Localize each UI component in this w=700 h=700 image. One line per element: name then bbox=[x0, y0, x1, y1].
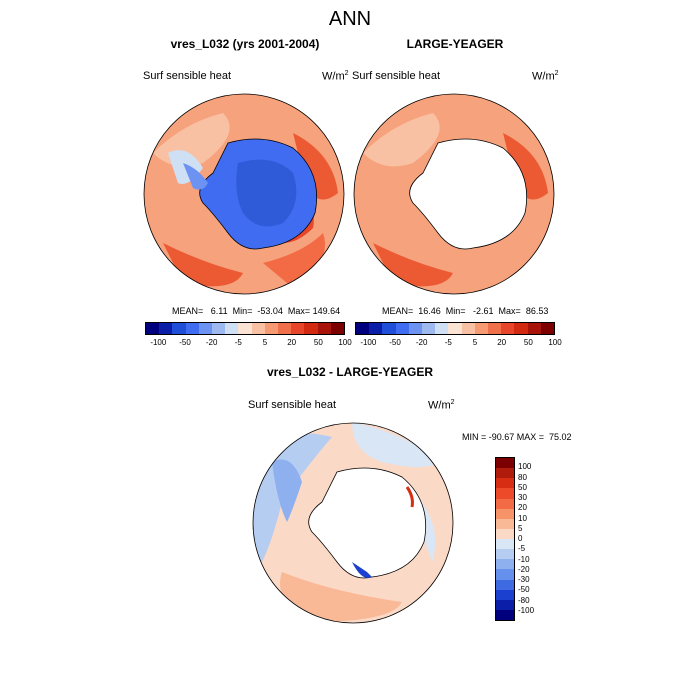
colorbar-tick-label: 50 bbox=[523, 338, 533, 347]
stats-diff: MIN = -90.67 MAX = 75.02 bbox=[462, 432, 572, 442]
colorbar-tick-label: -20 bbox=[205, 338, 218, 347]
colorbar-swatch bbox=[496, 528, 514, 539]
colorbar-tick-label: -100 bbox=[150, 338, 167, 347]
colorbar-right-labels: -100 -50 -20 -5 5 20 50 100 bbox=[355, 338, 561, 350]
colorbar-right bbox=[355, 322, 555, 335]
colorbar-swatch bbox=[540, 323, 555, 334]
colorbar-tick-label: -100 bbox=[360, 338, 377, 347]
map-right bbox=[353, 93, 555, 295]
colorbar-tick-label: 5 bbox=[472, 338, 478, 347]
map-diff bbox=[252, 422, 454, 624]
colorbar-tick-label: -20 bbox=[415, 338, 428, 347]
colorbar-swatch bbox=[496, 508, 514, 519]
colorbar-swatch bbox=[496, 599, 514, 610]
colorbar-swatch bbox=[382, 323, 396, 334]
colorbar-tick-label: 100 bbox=[548, 338, 562, 347]
colorbar-swatch bbox=[496, 549, 514, 560]
colorbar-swatch bbox=[304, 323, 318, 334]
colorbar-swatch bbox=[317, 323, 331, 334]
panel-title-diff: vres_L032 - LARGE-YEAGER bbox=[266, 365, 434, 379]
panel-title-right: LARGE-YEAGER bbox=[406, 37, 504, 51]
colorbar-diff-labels: 100 80 50 30 20 10 5 0 -5 -10 -20 -30 -50 -80 -100 bbox=[518, 457, 548, 619]
stats-right: MEAN= 16.46 Min= -2.61 Max= 86.53 bbox=[382, 306, 549, 316]
colorbar-swatch bbox=[496, 559, 514, 570]
colorbar-tick-label: 50 bbox=[518, 482, 527, 492]
colorbar-swatch bbox=[461, 323, 475, 334]
colorbar-swatch bbox=[408, 323, 423, 334]
colorbar-tick-label: 10 bbox=[518, 513, 527, 523]
colorbar-swatch bbox=[185, 323, 199, 334]
colorbar-swatch bbox=[496, 458, 514, 469]
variable-label-right: Surf sensible heat bbox=[352, 70, 441, 82]
colorbar-swatch bbox=[291, 323, 305, 334]
colorbar-swatch bbox=[146, 323, 160, 334]
colorbar-left-labels: -100 -50 -20 -5 5 20 50 100 bbox=[145, 338, 351, 350]
colorbar-tick-label: -100 bbox=[518, 605, 535, 615]
colorbar-tick-label: 30 bbox=[518, 493, 527, 502]
colorbar-swatch bbox=[435, 323, 449, 334]
colorbar-diff bbox=[495, 457, 515, 621]
colorbar-tick-label: 0 bbox=[518, 534, 523, 543]
colorbar-swatch bbox=[356, 323, 370, 334]
colorbar-swatch bbox=[496, 539, 514, 550]
colorbar-swatch bbox=[496, 589, 514, 600]
colorbar-swatch bbox=[395, 323, 409, 334]
colorbar-tick-label: -50 bbox=[518, 585, 530, 595]
colorbar-swatch bbox=[225, 323, 239, 334]
colorbar-swatch bbox=[212, 323, 226, 334]
colorbar-swatch bbox=[496, 488, 514, 499]
colorbar-swatch bbox=[264, 323, 279, 334]
colorbar-swatch bbox=[496, 579, 514, 590]
colorbar-tick-label: -80 bbox=[518, 595, 530, 605]
colorbar-tick-label: -5 bbox=[518, 544, 526, 554]
colorbar-tick-label: 100 bbox=[518, 462, 532, 472]
colorbar-tick-label: -30 bbox=[518, 575, 530, 584]
colorbar-swatch bbox=[251, 323, 265, 334]
colorbar-swatch bbox=[496, 478, 514, 489]
colorbar-swatch bbox=[496, 498, 514, 509]
colorbar-swatch bbox=[422, 323, 436, 334]
colorbar-left bbox=[145, 322, 345, 335]
colorbar-tick-label: 5 bbox=[262, 338, 268, 347]
colorbar-swatch bbox=[172, 323, 186, 334]
colorbar-swatch bbox=[278, 323, 292, 334]
colorbar-swatch bbox=[369, 323, 383, 334]
colorbar-swatch bbox=[488, 323, 502, 334]
variable-label-diff: Surf sensible heat bbox=[248, 399, 337, 411]
map-left bbox=[143, 93, 345, 295]
main-title: ANN bbox=[328, 8, 372, 30]
colorbar-swatch bbox=[496, 609, 514, 620]
colorbar-tick-label: 20 bbox=[287, 338, 297, 347]
colorbar-tick-label: -10 bbox=[518, 554, 530, 564]
colorbar-swatch bbox=[330, 323, 345, 334]
unit-label-right: W/m2 bbox=[532, 70, 559, 83]
unit-label-diff: W/m2 bbox=[428, 399, 455, 412]
colorbar-swatch bbox=[198, 323, 213, 334]
colorbar-swatch bbox=[448, 323, 462, 334]
colorbar-tick-label: -50 bbox=[179, 338, 191, 347]
colorbar-swatch bbox=[474, 323, 489, 334]
variable-label-left: Surf sensible heat bbox=[143, 70, 232, 82]
colorbar-swatch bbox=[496, 468, 514, 479]
colorbar-swatch bbox=[238, 323, 252, 334]
colorbar-tick-label: -5 bbox=[234, 338, 242, 347]
colorbar-tick-label: 20 bbox=[497, 338, 507, 347]
unit-label-left: W/m2 bbox=[322, 70, 349, 83]
colorbar-swatch bbox=[501, 323, 515, 334]
colorbar-tick-label: -50 bbox=[389, 338, 401, 347]
colorbar-swatch bbox=[159, 323, 173, 334]
colorbar-tick-label: 80 bbox=[518, 472, 527, 482]
colorbar-tick-label: -5 bbox=[444, 338, 452, 347]
stats-left: MEAN= 6.11 Min= -53.04 Max= 149.64 bbox=[172, 306, 341, 316]
colorbar-tick-label: 100 bbox=[338, 338, 352, 347]
colorbar-tick-label: -20 bbox=[518, 564, 530, 574]
panel-title-left: vres_L032 (yrs 2001-2004) bbox=[170, 37, 320, 51]
colorbar-swatch bbox=[496, 569, 514, 580]
colorbar-swatch bbox=[527, 323, 541, 334]
colorbar-swatch bbox=[514, 323, 528, 334]
colorbar-tick-label: 50 bbox=[313, 338, 323, 347]
colorbar-tick-label: 20 bbox=[518, 503, 527, 513]
colorbar-tick-label: 5 bbox=[518, 523, 523, 533]
colorbar-swatch bbox=[496, 518, 514, 529]
